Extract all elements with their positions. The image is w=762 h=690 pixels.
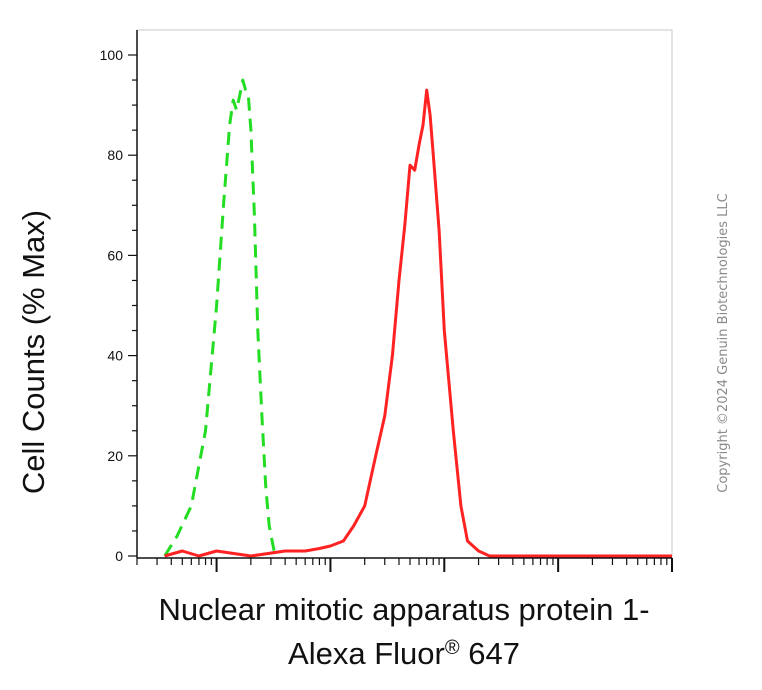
axes-layer: [128, 30, 673, 572]
copyright-watermark: Copyright ©2024 Genuin Biotechnologies L…: [716, 193, 731, 492]
y-tick-label: 0: [115, 548, 123, 564]
series-line-sample: [164, 88, 672, 558]
y-axis-title: Cell Counts (% Max): [16, 210, 51, 494]
y-tick-label: 80: [107, 147, 123, 163]
x-axis-title-line2: Alexa Fluor® 647: [288, 636, 520, 671]
series-layer: [163, 78, 672, 558]
y-tick-label: 100: [100, 47, 124, 63]
y-tick-labels: 0 20 40 60 80 100: [100, 47, 124, 564]
y-tick-label: 20: [107, 448, 123, 464]
x-axis-title-line1: Nuclear mitotic apparatus protein 1-: [158, 592, 649, 627]
y-tick-label: 40: [107, 348, 123, 364]
registered-mark: ®: [445, 637, 460, 659]
plot-frame: [136, 29, 673, 559]
x-axis-title-suffix: 647: [460, 636, 520, 671]
y-tick-label: 60: [107, 247, 123, 263]
series-line-control: [163, 78, 280, 557]
x-axis-title-prefix: Alexa Fluor: [288, 636, 445, 671]
